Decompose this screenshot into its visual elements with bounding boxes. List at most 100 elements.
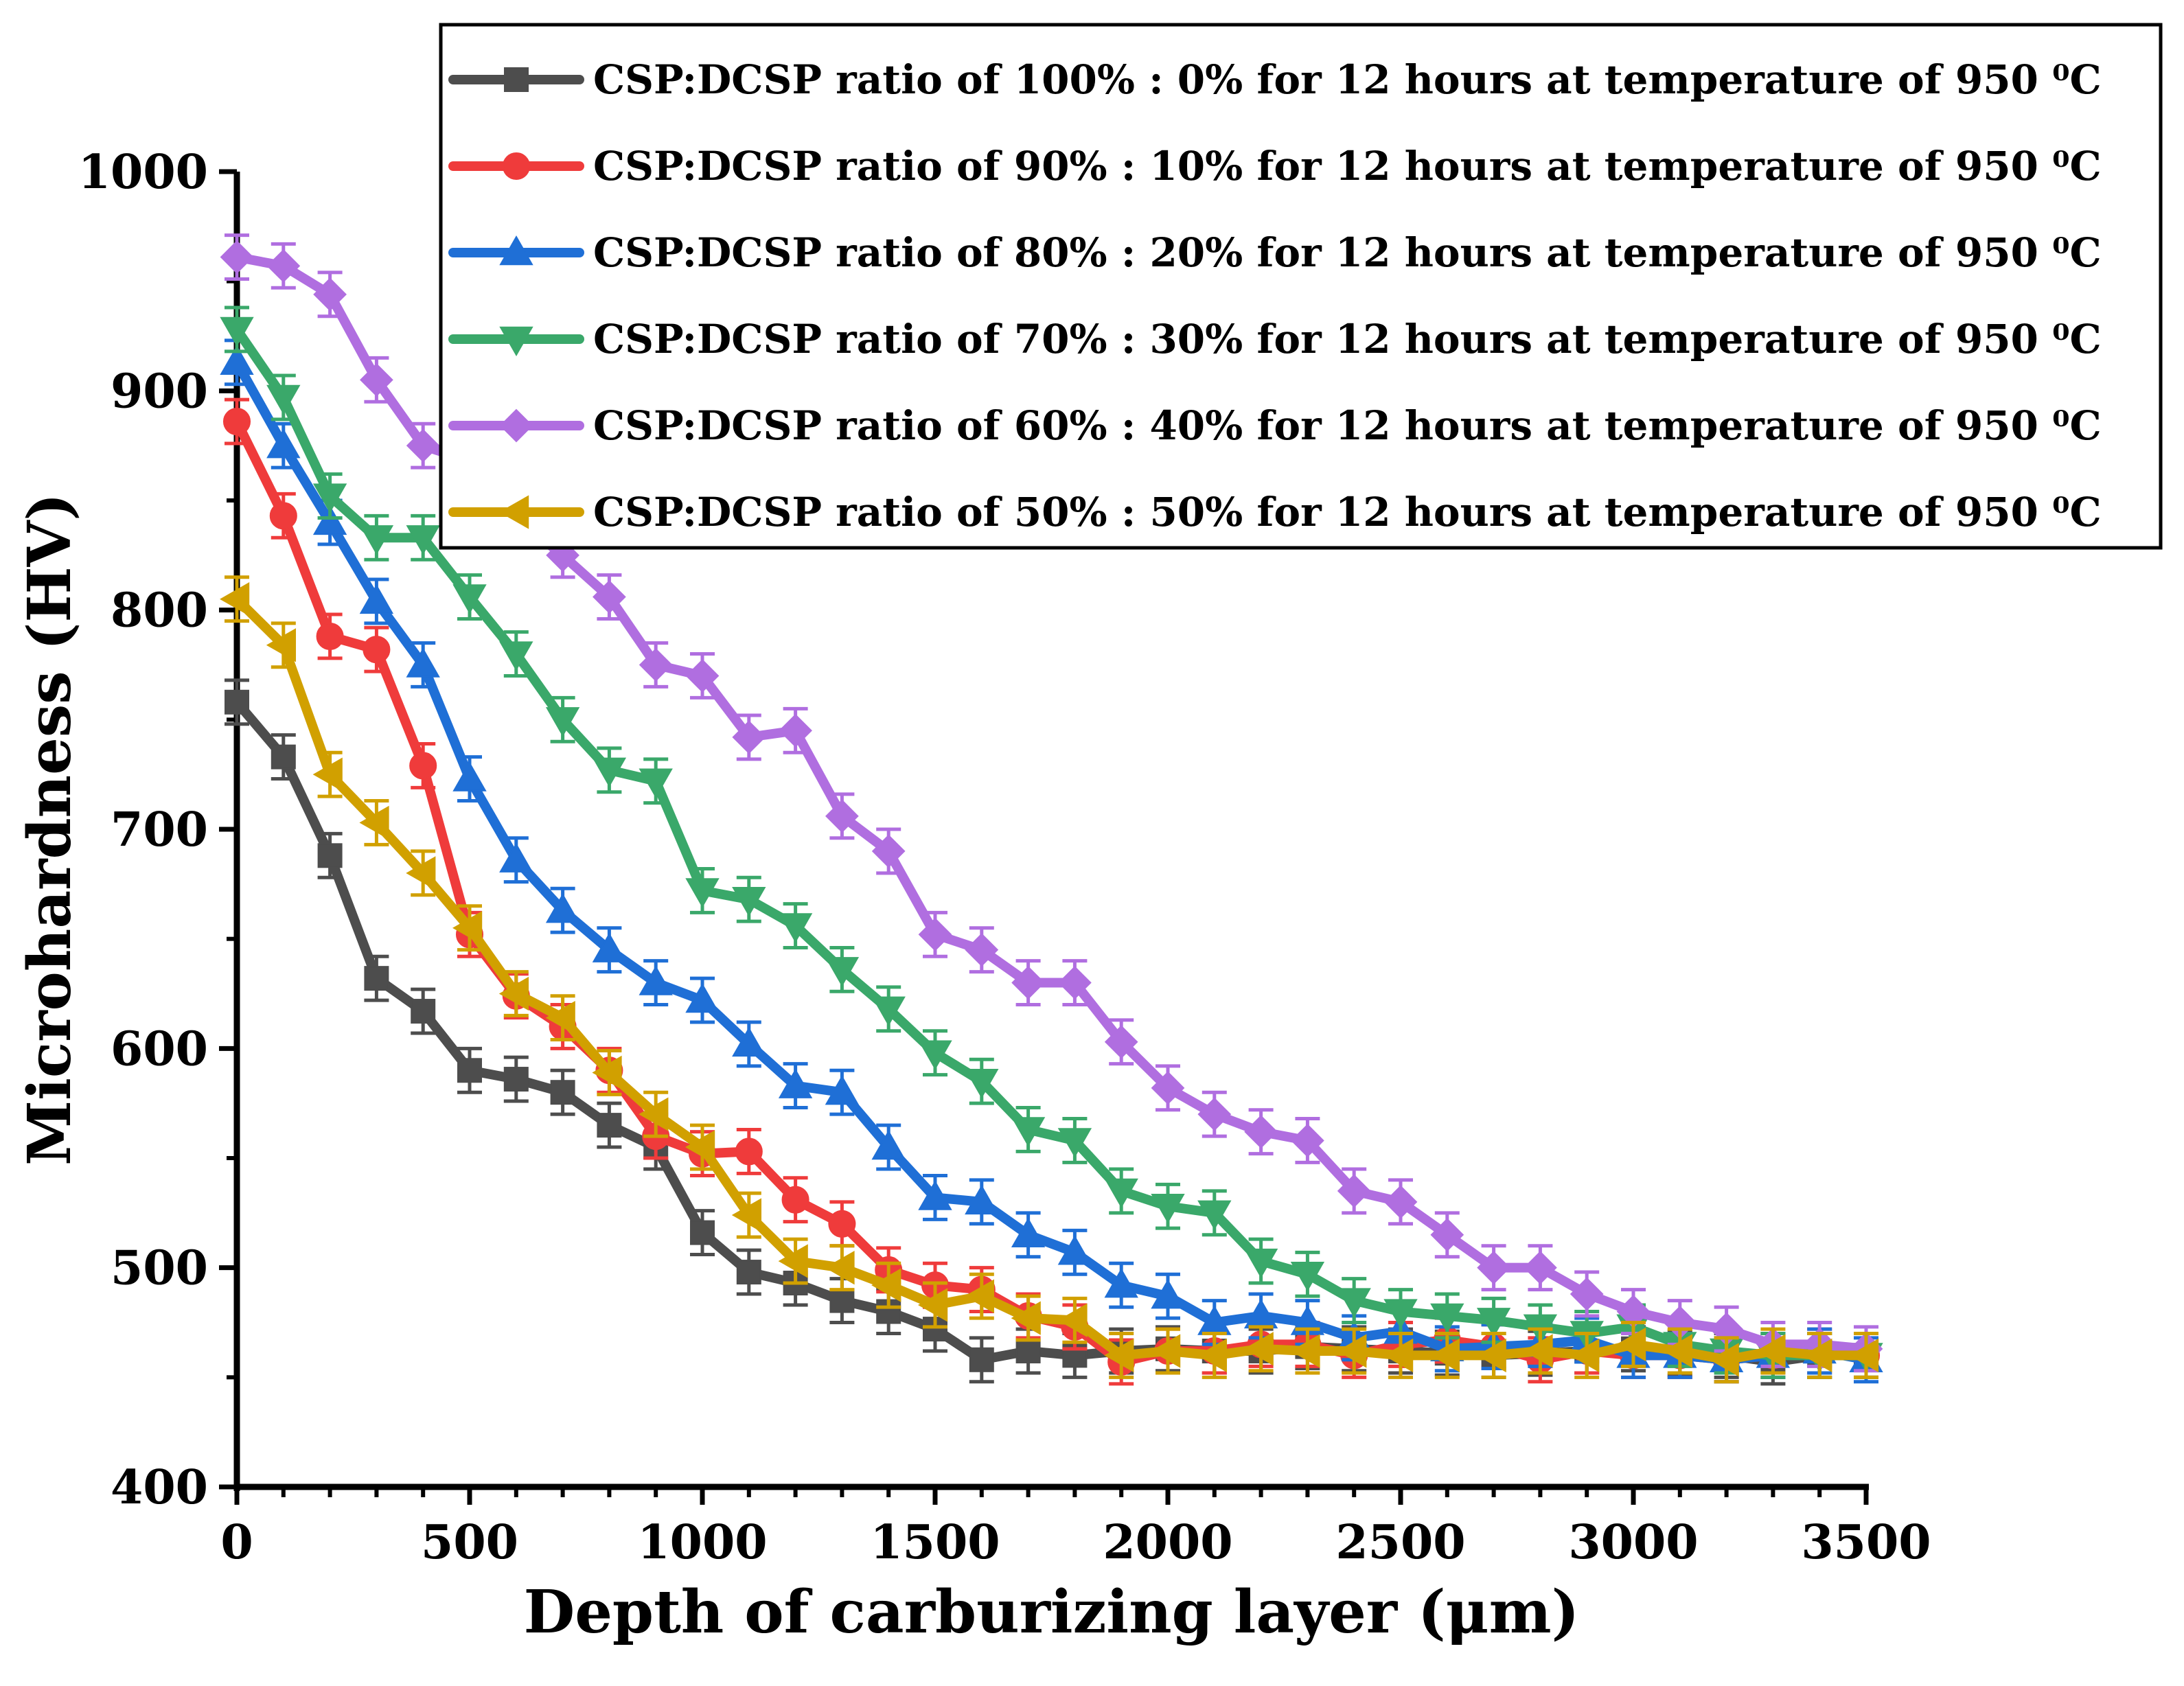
marker-triangle-left <box>1337 1334 1367 1368</box>
marker-triangle-left <box>1011 1301 1041 1335</box>
marker-triangle-up <box>1151 1279 1185 1309</box>
marker-square <box>271 744 296 770</box>
series-layer <box>220 233 1883 1386</box>
marker-circle <box>222 408 251 436</box>
marker-triangle-down <box>406 525 440 555</box>
marker-triangle-down <box>1104 1178 1138 1208</box>
y-tick-label: 900 <box>111 364 208 419</box>
y-tick-label: 700 <box>111 802 208 857</box>
marker-triangle-down <box>220 316 254 347</box>
marker-triangle-down <box>1337 1288 1371 1318</box>
marker-triangle-up <box>825 1075 860 1105</box>
x-tick-label: 2500 <box>1335 1515 1465 1570</box>
marker-diamond <box>779 713 812 748</box>
marker-triangle-up <box>499 842 533 873</box>
legend-item-4: CSP:DCSP ratio of 70% : 30% for 12 hours… <box>448 316 2102 362</box>
marker-square <box>317 843 343 868</box>
marker-diamond <box>220 240 254 274</box>
data-points <box>222 408 1881 1376</box>
marker-triangle-down <box>1057 1128 1092 1158</box>
marker-triangle-left <box>1151 1334 1181 1368</box>
x-tick-label: 3000 <box>1568 1515 1698 1570</box>
marker-circle <box>781 1186 809 1214</box>
marker-diamond <box>499 408 533 443</box>
y-axis-title: Microhardness (HV) <box>15 493 84 1166</box>
x-tick-label: 1500 <box>870 1515 1000 1570</box>
legend-item-6: CSP:DCSP ratio of 50% : 50% for 12 hours… <box>448 489 2102 535</box>
marker-triangle-down <box>499 326 533 356</box>
marker-triangle-left <box>312 757 343 792</box>
marker-triangle-left <box>1383 1338 1414 1373</box>
marker-triangle-up <box>312 505 347 535</box>
marker-triangle-down <box>1290 1262 1325 1292</box>
marker-triangle-up <box>685 983 720 1013</box>
marker-square <box>504 67 529 92</box>
marker-square <box>550 1080 575 1105</box>
marker-square <box>364 966 389 991</box>
legend-label: CSP:DCSP ratio of 80% : 20% for 12 hours… <box>593 229 2102 276</box>
series-6 <box>220 575 1879 1384</box>
marker-triangle-up <box>452 761 487 792</box>
marker-triangle-left <box>1662 1334 1693 1368</box>
marker-triangle-left <box>1523 1334 1553 1368</box>
marker-triangle-down <box>918 1040 952 1070</box>
y-tick-label: 800 <box>111 584 208 638</box>
marker-diamond <box>918 917 952 951</box>
marker-triangle-down <box>778 913 813 943</box>
marker-triangle-down <box>545 707 580 737</box>
marker-triangle-left <box>871 1268 901 1302</box>
marker-triangle-left <box>778 1244 808 1278</box>
marker-triangle-up <box>871 1130 906 1160</box>
marker-triangle-up <box>266 428 301 459</box>
x-tick-label: 500 <box>421 1515 518 1570</box>
marker-diamond <box>266 249 301 283</box>
marker-circle <box>409 752 437 780</box>
marker-triangle-down <box>1151 1194 1185 1224</box>
marker-diamond <box>1337 1174 1371 1208</box>
marker-triangle-left <box>498 976 529 1011</box>
marker-diamond <box>639 648 673 682</box>
marker-triangle-up <box>965 1184 999 1215</box>
marker-triangle-up <box>1011 1217 1046 1247</box>
x-tick-label: 1000 <box>637 1515 767 1570</box>
marker-diamond <box>825 799 859 833</box>
legend-item-1: CSP:DCSP ratio of 100% : 0% for 12 hours… <box>448 56 2102 103</box>
marker-diamond <box>593 580 626 614</box>
marker-triangle-left <box>1476 1338 1506 1373</box>
x-tick-label: 2000 <box>1103 1515 1232 1570</box>
marker-square <box>736 1260 761 1285</box>
marker-triangle-left <box>1709 1343 1739 1377</box>
y-tick-label: 500 <box>111 1241 208 1296</box>
marker-triangle-left <box>545 1000 575 1035</box>
marker-triangle-left <box>1057 1303 1088 1337</box>
marker-diamond <box>313 277 347 312</box>
marker-square <box>457 1058 482 1083</box>
legend-box <box>439 23 2163 550</box>
marker-triangle-left <box>1616 1327 1646 1362</box>
legend-label: CSP:DCSP ratio of 50% : 50% for 12 hours… <box>593 489 2102 535</box>
marker-diamond <box>406 428 440 463</box>
marker-diamond <box>1011 966 1045 1000</box>
marker-square <box>225 689 249 715</box>
marker-diamond <box>965 933 999 967</box>
legend-item-3: CSP:DCSP ratio of 80% : 20% for 12 hours… <box>448 229 2102 276</box>
marker-diamond <box>1197 1097 1232 1131</box>
marker-triangle-up <box>359 584 394 614</box>
marker-square <box>690 1220 715 1245</box>
marker-triangle-left <box>1756 1334 1786 1368</box>
marker-diamond <box>1477 1251 1510 1285</box>
marker-triangle-left <box>1802 1338 1832 1373</box>
marker-triangle-left <box>592 1055 622 1090</box>
marker-triangle-down <box>1476 1308 1511 1338</box>
marker-diamond <box>1524 1251 1557 1285</box>
marker-circle <box>828 1210 856 1238</box>
marker-triangle-up <box>918 1180 952 1210</box>
marker-triangle-down <box>1383 1299 1418 1329</box>
y-tick-label: 600 <box>111 1021 208 1076</box>
marker-diamond <box>360 363 393 397</box>
marker-triangle-left <box>1104 1338 1134 1373</box>
marker-triangle-left <box>1570 1338 1600 1373</box>
marker-square <box>503 1067 529 1092</box>
marker-triangle-down <box>965 1069 999 1099</box>
marker-triangle-left <box>452 911 483 945</box>
